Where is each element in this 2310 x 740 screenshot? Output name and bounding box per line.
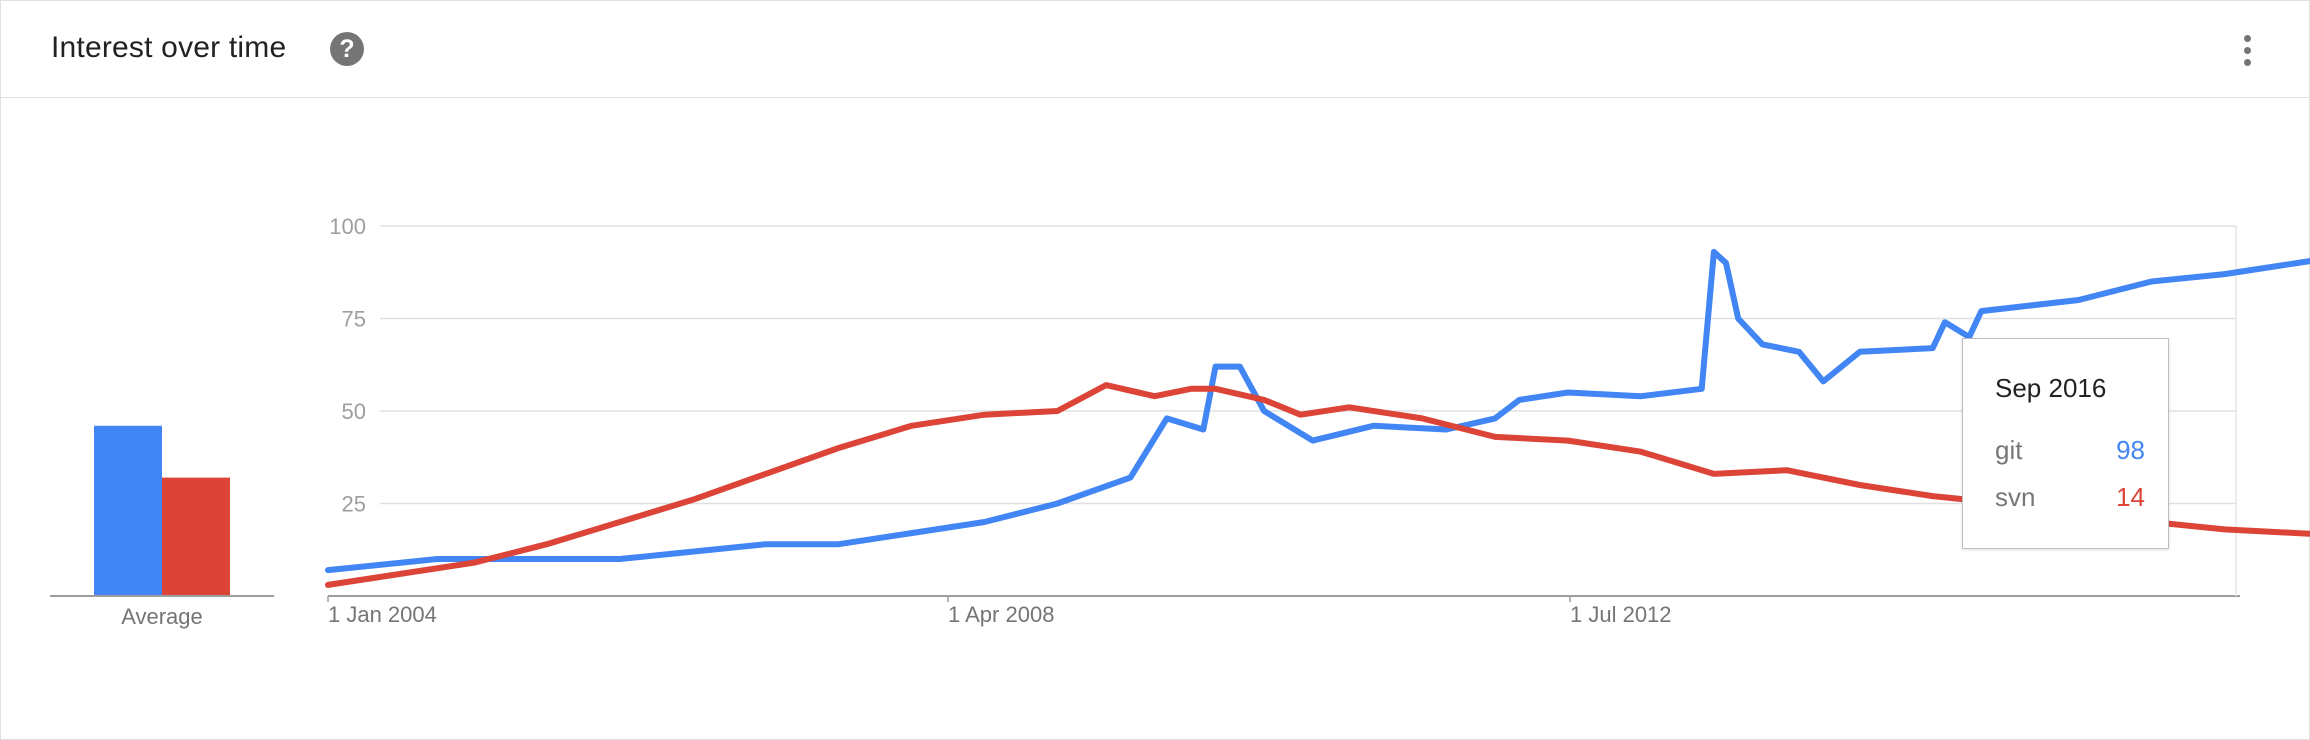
x-tick-label: 1 Jan 2004 bbox=[328, 602, 437, 627]
card-header: Interest over time ? bbox=[1, 1, 2309, 98]
tooltip-series-value: 98 bbox=[2116, 435, 2145, 465]
help-icon[interactable]: ? bbox=[330, 32, 364, 66]
more-vert-icon[interactable] bbox=[2229, 31, 2265, 71]
card-title: Interest over time bbox=[51, 31, 287, 64]
menu-dot bbox=[2244, 59, 2251, 66]
average-bar-git bbox=[94, 425, 162, 596]
y-axis-labels: 25 50 75 100 bbox=[329, 214, 366, 517]
average-bar-svn bbox=[162, 477, 230, 596]
tooltip-series-value: 14 bbox=[2116, 482, 2145, 512]
hover-tooltip: Sep 2016 git 98 svn 14 bbox=[1962, 338, 2169, 549]
y-tick-label: 75 bbox=[342, 307, 366, 332]
series-line-git bbox=[325, 248, 2310, 574]
average-label: Average bbox=[121, 604, 203, 629]
tooltip-date: Sep 2016 bbox=[1995, 373, 2107, 403]
y-tick-label: 25 bbox=[342, 492, 366, 517]
average-chart: Average bbox=[50, 425, 274, 629]
menu-dot bbox=[2244, 47, 2251, 54]
x-tick-label: 1 Apr 2008 bbox=[948, 602, 1054, 627]
x-axis-labels: 1 Jan 2004 1 Apr 2008 1 Jul 2012 bbox=[327, 596, 1672, 627]
y-tick-label: 100 bbox=[329, 214, 366, 239]
menu-dot bbox=[2244, 35, 2251, 42]
tooltip-series-name: git bbox=[1995, 435, 2023, 465]
y-tick-label: 50 bbox=[342, 399, 366, 424]
x-tick-label: 1 Jul 2012 bbox=[1570, 602, 1672, 627]
tooltip-series-name: svn bbox=[1995, 482, 2036, 512]
